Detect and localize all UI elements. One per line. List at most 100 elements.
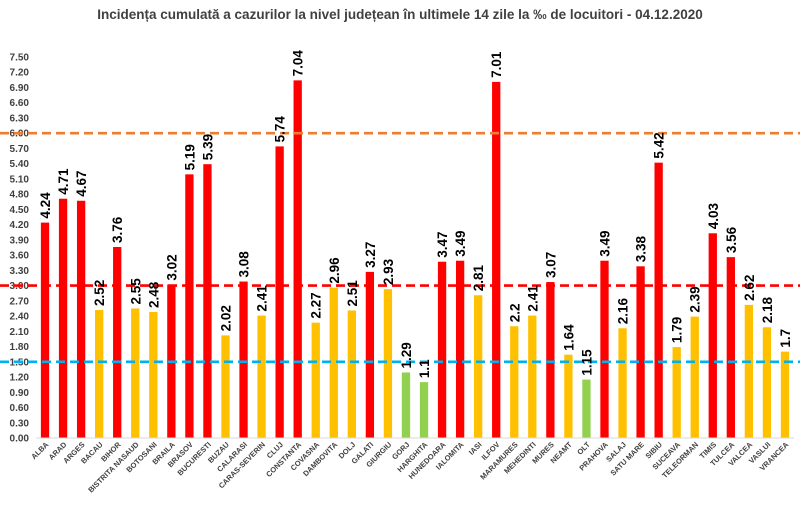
y-tick-label: 5.70 bbox=[10, 144, 30, 155]
data-label: 1.64 bbox=[561, 324, 576, 351]
data-label: 5.42 bbox=[652, 132, 667, 158]
y-tick-label: 7.20 bbox=[10, 68, 30, 79]
data-label: 2.39 bbox=[688, 286, 703, 312]
bar bbox=[708, 233, 717, 438]
bar bbox=[636, 266, 645, 438]
data-label: 5.39 bbox=[200, 134, 215, 160]
y-tick-label: 2.40 bbox=[10, 312, 30, 323]
data-label: 2.62 bbox=[742, 275, 757, 301]
data-label: 2.18 bbox=[760, 296, 775, 323]
bar bbox=[780, 351, 790, 438]
data-label: 2.96 bbox=[327, 257, 342, 284]
y-tick-label: 6.90 bbox=[10, 83, 30, 94]
bar bbox=[365, 271, 375, 438]
bar bbox=[546, 282, 555, 438]
y-tick-label: 7.50 bbox=[10, 53, 30, 64]
bar bbox=[474, 295, 483, 438]
y-tick-label: 2.10 bbox=[10, 327, 30, 338]
data-label: 2.41 bbox=[255, 285, 270, 312]
data-label: 2.2 bbox=[507, 303, 522, 322]
y-tick-label: 6.60 bbox=[10, 98, 30, 109]
data-label: 3.49 bbox=[598, 230, 613, 256]
bar bbox=[95, 309, 104, 438]
data-label: 3.08 bbox=[237, 251, 252, 278]
data-label: 7.01 bbox=[489, 51, 504, 78]
data-label: 2.55 bbox=[128, 278, 143, 305]
data-label: 2.52 bbox=[92, 280, 107, 306]
data-label: 3.02 bbox=[164, 254, 179, 280]
bar bbox=[672, 347, 681, 438]
bar bbox=[762, 327, 772, 438]
bar bbox=[203, 164, 212, 438]
bar bbox=[58, 198, 68, 438]
bar bbox=[492, 81, 501, 438]
bar bbox=[437, 261, 447, 438]
bar bbox=[600, 260, 609, 438]
data-label: 1.7 bbox=[778, 329, 793, 348]
bar bbox=[564, 354, 573, 438]
bar bbox=[618, 328, 627, 438]
y-tick-label: 4.80 bbox=[10, 190, 30, 201]
data-label: 2.81 bbox=[471, 264, 486, 291]
data-label: 7.04 bbox=[291, 50, 306, 77]
data-label: 3.27 bbox=[363, 242, 378, 268]
bar bbox=[455, 260, 465, 438]
data-label: 1.15 bbox=[579, 349, 594, 376]
data-label: 2.51 bbox=[345, 280, 360, 307]
bar bbox=[654, 162, 663, 438]
bar bbox=[293, 80, 302, 439]
y-tick-label: 1.80 bbox=[10, 342, 30, 353]
data-label: 1.1 bbox=[417, 359, 432, 378]
data-label: 2.27 bbox=[309, 292, 324, 318]
bar bbox=[185, 174, 194, 438]
y-tick-label: 2.70 bbox=[10, 296, 30, 307]
bar bbox=[329, 287, 338, 438]
bar bbox=[40, 222, 50, 438]
data-label: 5.19 bbox=[182, 144, 197, 170]
bar bbox=[131, 308, 140, 438]
y-tick-label: 4.50 bbox=[10, 205, 30, 216]
data-label: 3.38 bbox=[634, 236, 649, 263]
bar bbox=[221, 335, 230, 438]
data-label: 2.41 bbox=[525, 285, 540, 312]
bar bbox=[419, 382, 429, 438]
bar bbox=[510, 326, 519, 438]
data-label: 2.93 bbox=[381, 258, 396, 285]
data-label: 3.07 bbox=[543, 252, 558, 278]
data-label: 4.67 bbox=[74, 170, 89, 196]
bar bbox=[401, 372, 411, 438]
bar bbox=[149, 312, 158, 438]
data-label: 5.74 bbox=[273, 116, 288, 143]
data-label: 1.79 bbox=[670, 317, 685, 343]
chart-title: Incidența cumulată a cazurilor la nivel … bbox=[97, 7, 703, 22]
data-label: 2.02 bbox=[219, 305, 234, 331]
y-tick-label: 3.30 bbox=[10, 266, 30, 277]
y-tick-label: 3.60 bbox=[10, 251, 30, 262]
data-label: 2.16 bbox=[616, 298, 631, 325]
y-tick-label: 0.30 bbox=[10, 418, 30, 429]
data-label: 3.49 bbox=[453, 230, 468, 256]
data-label: 4.71 bbox=[56, 168, 71, 195]
y-tick-label: 5.10 bbox=[10, 174, 30, 185]
data-label: 1.29 bbox=[399, 342, 414, 368]
bar bbox=[528, 315, 537, 438]
data-label: 3.47 bbox=[435, 231, 450, 257]
y-tick-label: 3.90 bbox=[10, 235, 30, 246]
y-tick-label: 0.60 bbox=[10, 403, 30, 414]
bar bbox=[257, 315, 266, 438]
bar bbox=[690, 316, 699, 438]
data-label: 4.03 bbox=[706, 203, 721, 230]
bar bbox=[383, 289, 393, 438]
y-tick-label: 5.40 bbox=[10, 159, 30, 170]
data-label: 3.76 bbox=[110, 216, 125, 243]
y-tick-label: 0.90 bbox=[10, 388, 30, 399]
bar bbox=[239, 281, 248, 438]
bar bbox=[113, 246, 122, 438]
data-label: 3.56 bbox=[724, 226, 739, 253]
y-tick-label: 0.00 bbox=[10, 434, 30, 445]
y-tick-label: 4.20 bbox=[10, 220, 30, 231]
bar bbox=[726, 257, 735, 438]
y-tick-label: 6.30 bbox=[10, 113, 30, 124]
y-tick-label: 1.20 bbox=[10, 373, 30, 384]
